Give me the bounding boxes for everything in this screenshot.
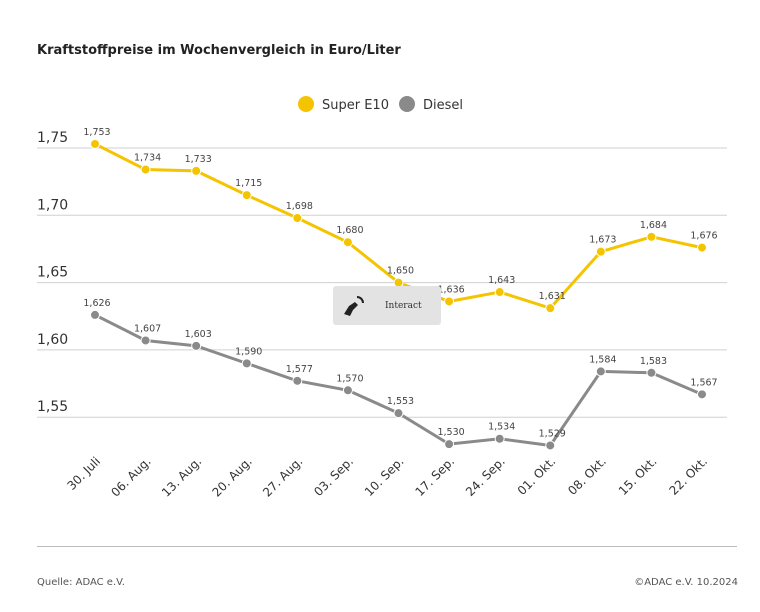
data-point	[646, 231, 657, 242]
data-point	[545, 440, 556, 451]
x-tick-label: 17. Sep.	[412, 454, 457, 499]
x-tick-label: 10. Sep.	[362, 454, 407, 499]
data-label: 1,636	[437, 284, 464, 295]
interact-label: Interact	[385, 300, 422, 311]
data-point	[545, 303, 556, 314]
legend-label: Super E10	[322, 98, 389, 113]
data-point	[140, 164, 151, 175]
data-label: 1,753	[83, 127, 110, 138]
data-label: 1,650	[387, 266, 414, 277]
data-point	[595, 366, 606, 377]
data-point	[241, 358, 252, 369]
hand-pointer-icon	[344, 295, 364, 316]
data-point	[697, 389, 707, 400]
data-point	[140, 335, 151, 346]
y-tick-label: 1,65	[37, 265, 68, 281]
x-tick-label: 13. Aug.	[159, 454, 204, 499]
data-point	[494, 287, 505, 298]
data-label: 1,684	[640, 220, 667, 231]
data-point	[292, 375, 303, 386]
y-tick-label: 1,75	[37, 130, 68, 146]
legend-marker	[298, 96, 314, 112]
data-label: 1,590	[235, 346, 262, 357]
data-label: 1,680	[336, 225, 363, 236]
data-label: 1,553	[387, 396, 414, 407]
x-tick-label: 22. Okt.	[666, 454, 710, 498]
divider	[37, 546, 737, 547]
data-label: 1,734	[134, 153, 161, 164]
data-point	[342, 237, 353, 248]
data-label: 1,715	[235, 178, 262, 189]
data-label: 1,643	[488, 275, 515, 286]
data-label: 1,570	[336, 373, 363, 384]
x-tick-label: 24. Sep.	[463, 454, 508, 499]
data-label: 1,607	[134, 323, 161, 334]
x-tick-label: 15. Okt.	[616, 454, 660, 498]
copyright: ©ADAC e.V. 10.2024	[634, 577, 738, 588]
x-tick-label: 08. Okt.	[565, 454, 609, 498]
data-label: 1,577	[286, 364, 313, 375]
data-point	[90, 138, 100, 149]
data-label: 1,631	[539, 291, 566, 302]
legend-marker	[399, 96, 415, 112]
data-label: 1,529	[539, 428, 566, 439]
data-point	[241, 190, 252, 201]
data-label: 1,626	[83, 298, 110, 309]
source-note: Quelle: ADAC e.V.	[37, 577, 125, 588]
data-label: 1,584	[589, 354, 616, 365]
data-label: 1,530	[437, 427, 464, 438]
data-label: 1,567	[690, 377, 717, 388]
legend-label: Diesel	[423, 98, 463, 113]
interact-button[interactable]: Interact	[333, 286, 441, 325]
data-label: 1,534	[488, 422, 515, 433]
x-tick-label: 27. Aug.	[260, 454, 305, 499]
data-point	[191, 340, 202, 351]
x-tick-label: 20. Aug.	[210, 454, 255, 499]
y-tick-label: 1,70	[37, 197, 68, 213]
data-point	[342, 385, 353, 396]
data-point	[697, 242, 707, 253]
data-point	[191, 165, 202, 176]
data-point	[595, 246, 606, 257]
data-point	[646, 367, 657, 378]
data-point	[90, 309, 100, 320]
data-point	[494, 433, 505, 444]
data-label: 1,698	[286, 201, 313, 212]
y-tick-label: 1,60	[37, 332, 68, 348]
data-label: 1,673	[589, 235, 616, 246]
chart-title: Kraftstoffpreise im Wochenvergleich in E…	[37, 43, 401, 58]
data-label: 1,603	[185, 329, 212, 340]
data-point	[292, 212, 303, 223]
x-tick-label: 03. Sep.	[311, 454, 356, 499]
data-point	[444, 439, 455, 450]
x-tick-label: 01. Okt.	[515, 454, 559, 498]
y-tick-label: 1,55	[37, 399, 68, 415]
data-label: 1,583	[640, 356, 667, 367]
data-point	[444, 296, 455, 307]
x-tick-label: 30. Juli	[64, 454, 103, 493]
data-point	[393, 408, 404, 419]
data-label: 1,733	[185, 154, 212, 165]
data-label: 1,676	[690, 231, 717, 242]
x-tick-label: 06. Aug.	[108, 454, 153, 499]
